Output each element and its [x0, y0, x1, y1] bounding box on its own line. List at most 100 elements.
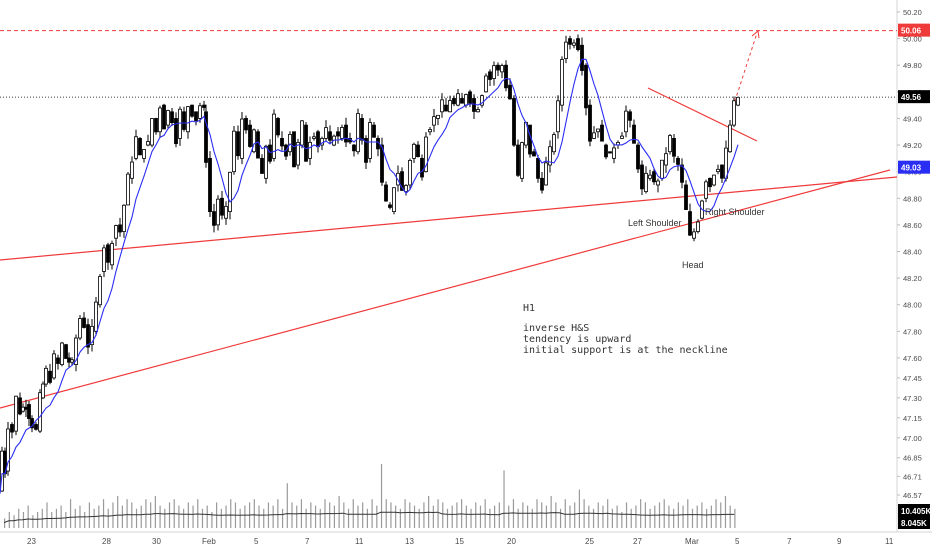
candle-body	[728, 124, 732, 153]
x-tick-label: 28	[102, 537, 111, 546]
volume-bar	[564, 499, 566, 528]
candle-body	[544, 162, 548, 186]
candle-body	[292, 131, 296, 168]
moving-average-badge: 49.03	[901, 164, 922, 173]
candle-body	[186, 106, 190, 133]
candle-body	[340, 127, 344, 139]
volume-bar	[310, 502, 312, 528]
candle-body	[356, 113, 360, 153]
candle-body	[208, 157, 212, 212]
x-tick-label: 11	[355, 537, 364, 546]
volume-bar	[253, 499, 255, 528]
volume-bar	[442, 502, 444, 528]
candle-body	[660, 159, 664, 179]
candle-body	[102, 247, 106, 272]
candle-body	[392, 187, 396, 212]
candle-body	[232, 130, 236, 173]
volume-bar	[706, 508, 708, 528]
candle-body	[10, 424, 14, 433]
candle-body	[620, 135, 624, 139]
volume-bar	[8, 512, 10, 528]
volume-bar	[18, 508, 20, 528]
volume-bar	[230, 499, 232, 528]
volume-bar	[291, 502, 293, 528]
candle-body	[600, 124, 604, 142]
candle-body	[608, 151, 612, 154]
volume-bar	[508, 505, 510, 528]
y-tick-label: 47.60	[903, 354, 922, 363]
candle-body	[336, 131, 340, 137]
volume-bar	[352, 499, 354, 528]
volume-bar	[654, 505, 656, 528]
candle-body	[604, 144, 608, 158]
x-tick-label: 11	[885, 537, 894, 546]
candle-body	[86, 324, 90, 348]
volume-bar	[724, 496, 727, 528]
candle-body	[448, 100, 452, 113]
candle-body	[296, 142, 300, 166]
candle-body	[14, 395, 18, 432]
left-shoulder-label: Left Shoulder	[628, 218, 682, 228]
candle-body	[244, 118, 248, 131]
candle-body	[110, 243, 114, 266]
x-tick-label: Feb	[202, 537, 216, 546]
candle-body	[344, 124, 348, 143]
candle-body	[648, 174, 652, 179]
candle-body	[166, 110, 170, 126]
volume-bar	[413, 505, 416, 528]
volume-bar	[371, 499, 373, 528]
candle-body	[684, 184, 688, 211]
y-tick-label: 48.60	[903, 221, 922, 230]
candle-body	[198, 105, 202, 119]
volume-bar	[135, 508, 138, 528]
candle-body	[74, 337, 78, 366]
candle-body	[204, 111, 208, 163]
y-tick-label: 49.80	[903, 61, 922, 70]
volume-bar	[465, 505, 467, 528]
candle-body	[452, 98, 456, 105]
volume-bar	[526, 505, 529, 528]
x-tick-label: 7	[787, 537, 792, 546]
volume-bar	[578, 489, 581, 528]
rising-trendline	[0, 169, 891, 409]
volume-bar	[409, 502, 411, 528]
volume-bar	[625, 502, 628, 528]
volume-bar	[98, 505, 100, 528]
candle-body	[216, 198, 220, 226]
current-price-badge: 49.56	[901, 93, 922, 102]
volume-bar	[682, 505, 684, 528]
x-axis: 23 28 30 Feb 5 7 11 13 15 20 25 27 Mar 5 7 9 11	[27, 537, 894, 546]
candle-body	[656, 180, 660, 186]
candle-body	[580, 44, 584, 71]
volume-bar	[343, 502, 345, 528]
y-tick-label: 49.40	[903, 114, 922, 123]
candle-body	[532, 151, 536, 157]
x-tick-label: 27	[633, 537, 642, 546]
candle-body	[44, 367, 48, 385]
candle-body	[38, 392, 42, 432]
volume-bar	[84, 512, 86, 528]
candle-body	[360, 118, 364, 141]
volume-bar	[305, 508, 307, 528]
volume-bar	[621, 512, 623, 528]
candle-body	[288, 134, 292, 153]
right-shoulder-label: Right Shoulder	[705, 207, 765, 217]
y-tick-label: 47.45	[903, 374, 922, 383]
x-tick-label: 20	[507, 537, 516, 546]
volume-bar	[390, 502, 392, 528]
candle-body	[584, 64, 588, 109]
volume-bar	[41, 508, 43, 528]
volume-bar	[602, 505, 604, 528]
volume-bar	[574, 502, 576, 528]
y-tick-label: 48.00	[903, 301, 922, 310]
volume-bar	[277, 499, 279, 528]
candle-body	[664, 153, 668, 166]
y-tick-label: 49.20	[903, 141, 922, 150]
candle-body	[564, 41, 568, 59]
candle-body	[456, 93, 460, 106]
candle-body	[236, 131, 240, 157]
volume-bar	[338, 496, 340, 528]
candle-body	[676, 157, 680, 165]
